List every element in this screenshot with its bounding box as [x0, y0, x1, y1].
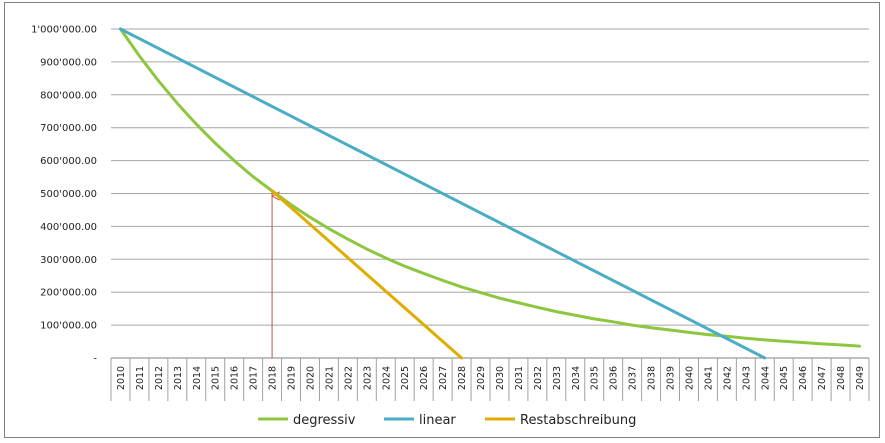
x-tick-label: 2015: [211, 366, 222, 390]
x-tick-label: 2025: [400, 366, 411, 390]
y-tick-label: 500'000.00: [40, 189, 97, 200]
series-line-restabschreibung: [270, 189, 464, 360]
y-tick-label: 200'000.00: [40, 288, 97, 299]
y-tick-label: 900'000.00: [40, 57, 97, 68]
series-line-linear: [118, 27, 767, 360]
x-tick-label: 2030: [495, 366, 506, 390]
x-tick-label: 2014: [192, 366, 203, 390]
x-tick-label: 2032: [533, 366, 544, 390]
x-tick-label: 2022: [343, 366, 354, 390]
x-tick-label: 2031: [514, 366, 525, 390]
x-tick-label: 2034: [571, 366, 582, 390]
x-tick-label: 2028: [457, 366, 468, 390]
x-tick-label: 2046: [798, 366, 809, 390]
x-tick-label: 2047: [817, 366, 828, 390]
x-tick-label: 2011: [135, 366, 146, 390]
x-tick-label: 2026: [419, 366, 430, 390]
x-tick-label: 2013: [173, 366, 184, 390]
x-tick-label: 2023: [362, 366, 373, 390]
x-tick-label: 2035: [590, 366, 601, 390]
series-lines: [118, 27, 862, 360]
x-tick-label: 2017: [249, 366, 260, 390]
x-tick-label: 2043: [741, 366, 752, 390]
y-tick-label: 1'000'000.00: [31, 25, 97, 36]
x-tick-label: 2016: [230, 366, 241, 390]
x-tick-label: 2036: [609, 366, 620, 390]
gridlines: [111, 28, 869, 326]
x-tick-label: 2042: [722, 366, 733, 390]
x-tick-label: 2018: [268, 366, 279, 390]
legend-label: Restabschreibung: [520, 413, 636, 428]
x-tick-label: 2021: [324, 366, 335, 390]
x-tick-label: 2048: [836, 366, 847, 390]
y-tick-label: 400'000.00: [40, 222, 97, 233]
x-tick-label: 2033: [552, 366, 563, 390]
x-tick-label: 2020: [305, 366, 316, 390]
x-tick-label: 2049: [855, 366, 866, 390]
x-tick-label: 2024: [381, 366, 392, 390]
x-tick-label: 2044: [760, 366, 771, 390]
x-tick-label: 2038: [647, 366, 658, 390]
legend: degressiv linear Restabschreibung: [258, 413, 636, 428]
x-tick-label: 2029: [476, 366, 487, 390]
x-tick-label: 2027: [438, 366, 449, 390]
x-tick-label: 2041: [703, 366, 714, 390]
y-tick-label: 300'000.00: [40, 255, 97, 266]
y-tick-label: 800'000.00: [40, 90, 97, 101]
y-axis: - 100'000.00 200'000.00 300'000.00 400'000.0…: [31, 25, 97, 365]
legend-label: linear: [419, 413, 456, 428]
x-axis: 2010 2011 2012 2013 2014 2015 2016 2017 2018 2019…: [110, 357, 870, 401]
x-tick-label: 2039: [666, 366, 677, 390]
x-tick-label: 2045: [779, 366, 790, 390]
x-tick-label: 2037: [628, 366, 639, 390]
chart-frame: [4, 2, 880, 438]
series-line-degressiv: [118, 27, 862, 348]
x-tick-label: 2012: [154, 366, 165, 390]
y-tick-label: 600'000.00: [40, 156, 97, 167]
x-tick-label: 2040: [684, 366, 695, 390]
y-tick-label: -: [93, 354, 97, 365]
x-tick-label: 2010: [116, 366, 127, 390]
legend-label: degressiv: [293, 413, 356, 428]
y-tick-label: 100'000.00: [40, 321, 97, 332]
y-tick-label: 700'000.00: [40, 123, 97, 134]
x-tick-label: 2019: [287, 366, 298, 390]
